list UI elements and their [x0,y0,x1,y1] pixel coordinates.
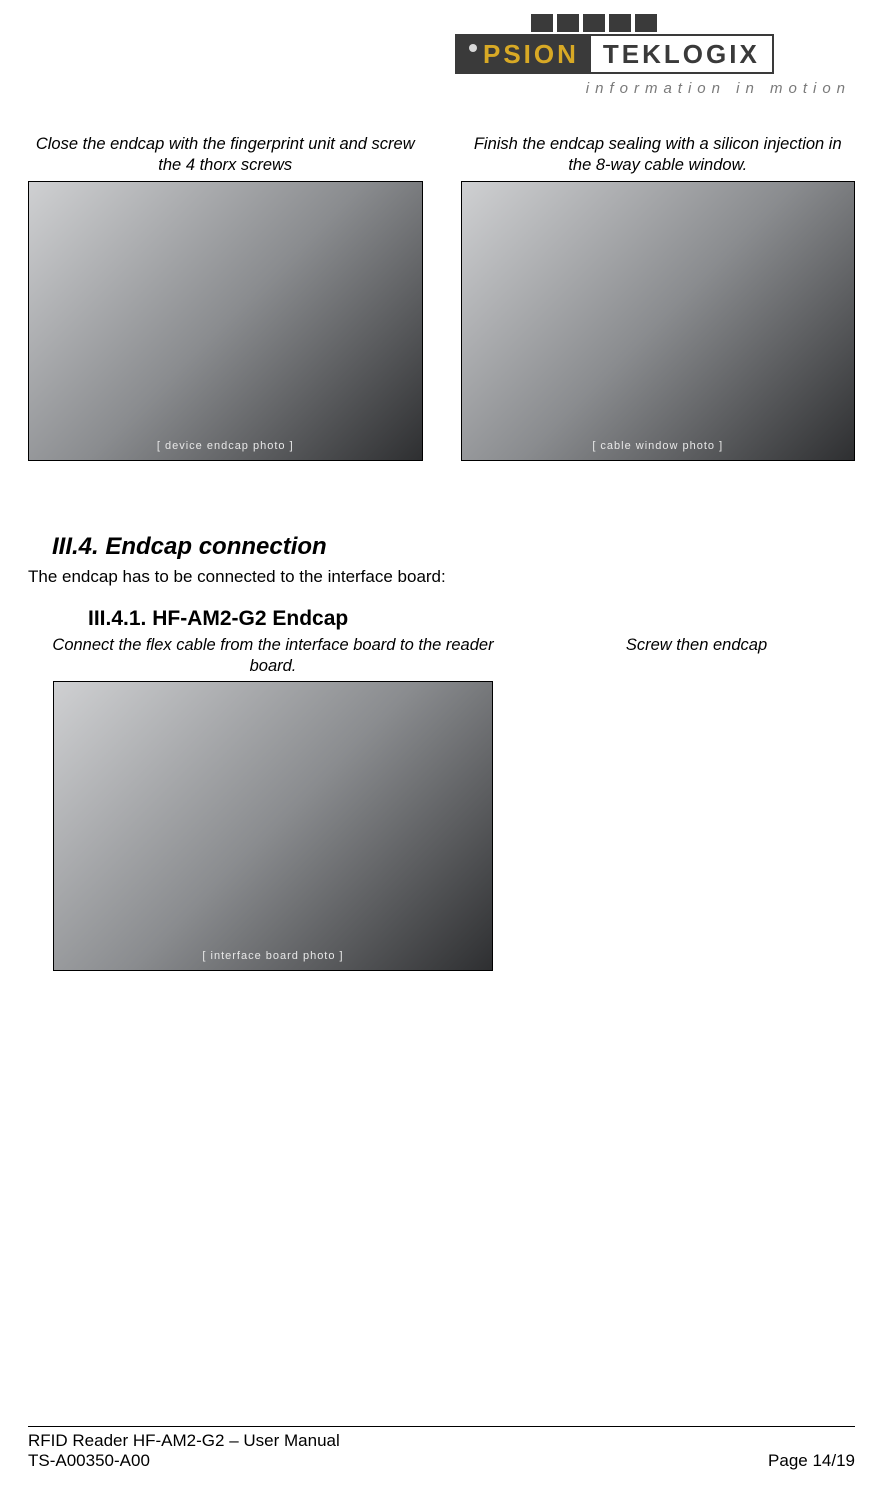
photo-placeholder: [ device endcap photo ] [28,181,423,461]
figure-mid-left: Connect the flex cable from the interfac… [28,635,518,970]
page-footer: RFID Reader HF-AM2-G2 – User Manual TS-A… [28,1426,855,1471]
logo-psion-text: PSION [455,34,589,74]
logo-teklogix-text: TEKLOGIX [589,34,774,74]
footer-left: RFID Reader HF-AM2-G2 – User Manual TS-A… [28,1431,340,1471]
logo-bar: PSION TEKLOGIX [455,34,855,74]
figure-caption: Close the endcap with the fingerprint un… [28,134,423,175]
section-heading: III.4. Endcap connection [52,533,855,561]
photo-alt: [ device endcap photo ] [29,440,422,452]
figure-mid-right: Screw then endcap [538,635,855,970]
page: PSION TEKLOGIX information in motion Clo… [0,0,883,1495]
footer-docnum: TS-A00350-A00 [28,1451,340,1471]
figure-caption: Finish the endcap sealing with a silicon… [461,134,856,175]
section-body: The endcap has to be connected to the in… [28,567,855,587]
logo-glyph-row [455,14,855,32]
figure-row-top: Close the endcap with the fingerprint un… [28,134,855,461]
footer-page-number: Page 14/19 [768,1451,855,1471]
footer-title: RFID Reader HF-AM2-G2 – User Manual [28,1431,340,1451]
figure-top-left: Close the endcap with the fingerprint un… [28,134,423,461]
figure-caption: Screw then endcap [538,635,855,656]
brand-logo: PSION TEKLOGIX information in motion [455,14,855,97]
figure-row-mid: Connect the flex cable from the interfac… [28,635,855,970]
photo-placeholder: [ cable window photo ] [461,181,856,461]
photo-alt: [ cable window photo ] [462,440,855,452]
figure-top-right: Finish the endcap sealing with a silicon… [461,134,856,461]
photo-alt: [ interface board photo ] [54,950,492,962]
logo-tagline: information in motion [455,80,855,97]
figure-caption: Connect the flex cable from the interfac… [28,635,518,676]
photo-placeholder: [ interface board photo ] [53,681,493,971]
subsection-heading: III.4.1. HF-AM2-G2 Endcap [88,607,855,631]
